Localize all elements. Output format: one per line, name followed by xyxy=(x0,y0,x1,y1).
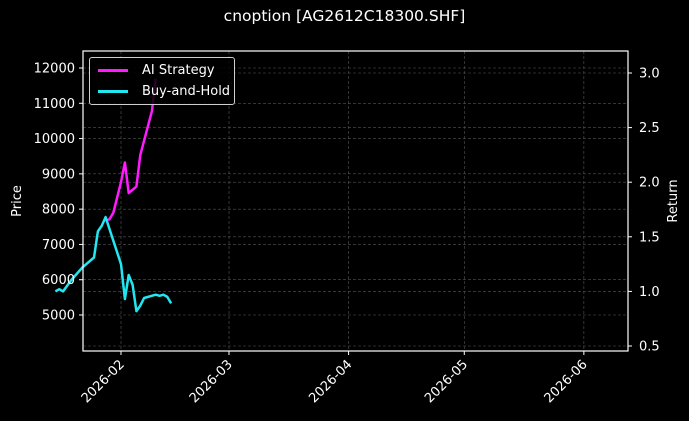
y-axis-label-left: Price xyxy=(10,185,25,217)
y-tick-right: 1.5 xyxy=(639,230,660,245)
data-series xyxy=(54,78,173,313)
x-tick: 2026-04 xyxy=(306,357,355,406)
y-tick-left: 11000 xyxy=(34,97,75,112)
x-tick: 2026-05 xyxy=(422,357,471,406)
x-axis: 2026-02 2026-03 2026-04 2026-05 2026-06 xyxy=(79,351,591,406)
plot-frame xyxy=(82,50,629,352)
legend-item-ai-strategy: AI Strategy xyxy=(98,61,215,79)
y-tick-right: 1.0 xyxy=(639,285,660,300)
x-tick: 2026-02 xyxy=(79,357,128,406)
y-tick-left: 6000 xyxy=(42,273,75,288)
left-y-axis: 5000 6000 7000 8000 9000 10000 11000 12000 xyxy=(34,62,83,324)
y-tick-left: 9000 xyxy=(42,167,75,182)
y-tick-right: 2.0 xyxy=(639,176,660,191)
y-tick-right: 0.5 xyxy=(639,340,660,355)
y-tick-left: 8000 xyxy=(42,203,75,218)
x-tick: 2026-03 xyxy=(187,357,236,406)
x-tick: 2026-06 xyxy=(542,357,591,406)
y-tick-left: 10000 xyxy=(34,132,75,147)
y-tick-right: 2.5 xyxy=(639,121,660,136)
legend-swatch-buy-and-hold xyxy=(98,89,128,93)
y-tick-right: 3.0 xyxy=(639,67,660,82)
legend-label: AI Strategy xyxy=(142,62,215,78)
chart-title: cnoption [AG2612C18300.SHF] xyxy=(223,7,466,25)
right-y-axis: 0.5 1.0 1.5 2.0 2.5 3.0 xyxy=(628,67,660,355)
legend-swatch-ai-strategy xyxy=(98,68,128,72)
legend-item-buy-and-hold: Buy-and-Hold xyxy=(98,82,230,100)
legend-label: Buy-and-Hold xyxy=(142,83,231,99)
y-axis-label-right: Return xyxy=(666,179,681,222)
legend: AI Strategy Buy-and-Hold xyxy=(89,57,235,105)
series-line-ai-strategy xyxy=(105,78,157,222)
y-tick-left: 12000 xyxy=(34,62,75,77)
y-tick-left: 5000 xyxy=(42,309,75,324)
series-line-buy-and-hold xyxy=(54,215,173,313)
y-tick-left: 7000 xyxy=(42,238,75,253)
